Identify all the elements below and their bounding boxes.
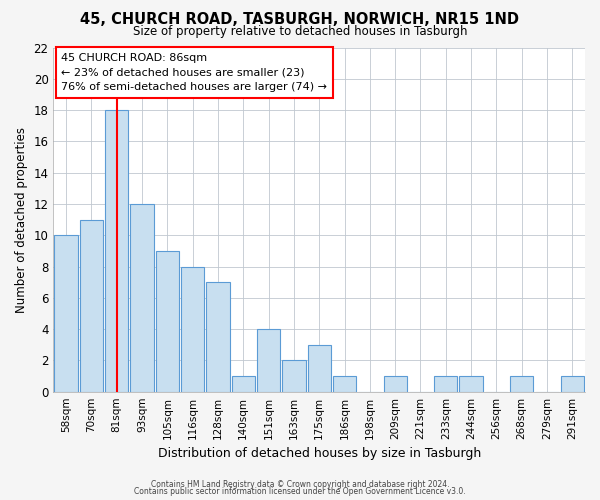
- Bar: [282, 360, 305, 392]
- Bar: [257, 329, 280, 392]
- Text: 45 CHURCH ROAD: 86sqm
← 23% of detached houses are smaller (23)
76% of semi-deta: 45 CHURCH ROAD: 86sqm ← 23% of detached …: [61, 52, 328, 92]
- Y-axis label: Number of detached properties: Number of detached properties: [15, 126, 28, 312]
- Bar: [55, 235, 78, 392]
- Bar: [460, 376, 483, 392]
- Bar: [383, 376, 407, 392]
- Bar: [206, 282, 230, 392]
- Bar: [155, 251, 179, 392]
- Bar: [181, 266, 204, 392]
- Bar: [80, 220, 103, 392]
- Bar: [434, 376, 457, 392]
- Bar: [105, 110, 128, 392]
- Bar: [510, 376, 533, 392]
- Bar: [333, 376, 356, 392]
- Bar: [560, 376, 584, 392]
- Text: Contains HM Land Registry data © Crown copyright and database right 2024.: Contains HM Land Registry data © Crown c…: [151, 480, 449, 489]
- Text: Size of property relative to detached houses in Tasburgh: Size of property relative to detached ho…: [133, 25, 467, 38]
- Bar: [232, 376, 255, 392]
- Text: 45, CHURCH ROAD, TASBURGH, NORWICH, NR15 1ND: 45, CHURCH ROAD, TASBURGH, NORWICH, NR15…: [80, 12, 520, 28]
- Bar: [308, 344, 331, 392]
- X-axis label: Distribution of detached houses by size in Tasburgh: Distribution of detached houses by size …: [158, 447, 481, 460]
- Text: Contains public sector information licensed under the Open Government Licence v3: Contains public sector information licen…: [134, 488, 466, 496]
- Bar: [130, 204, 154, 392]
